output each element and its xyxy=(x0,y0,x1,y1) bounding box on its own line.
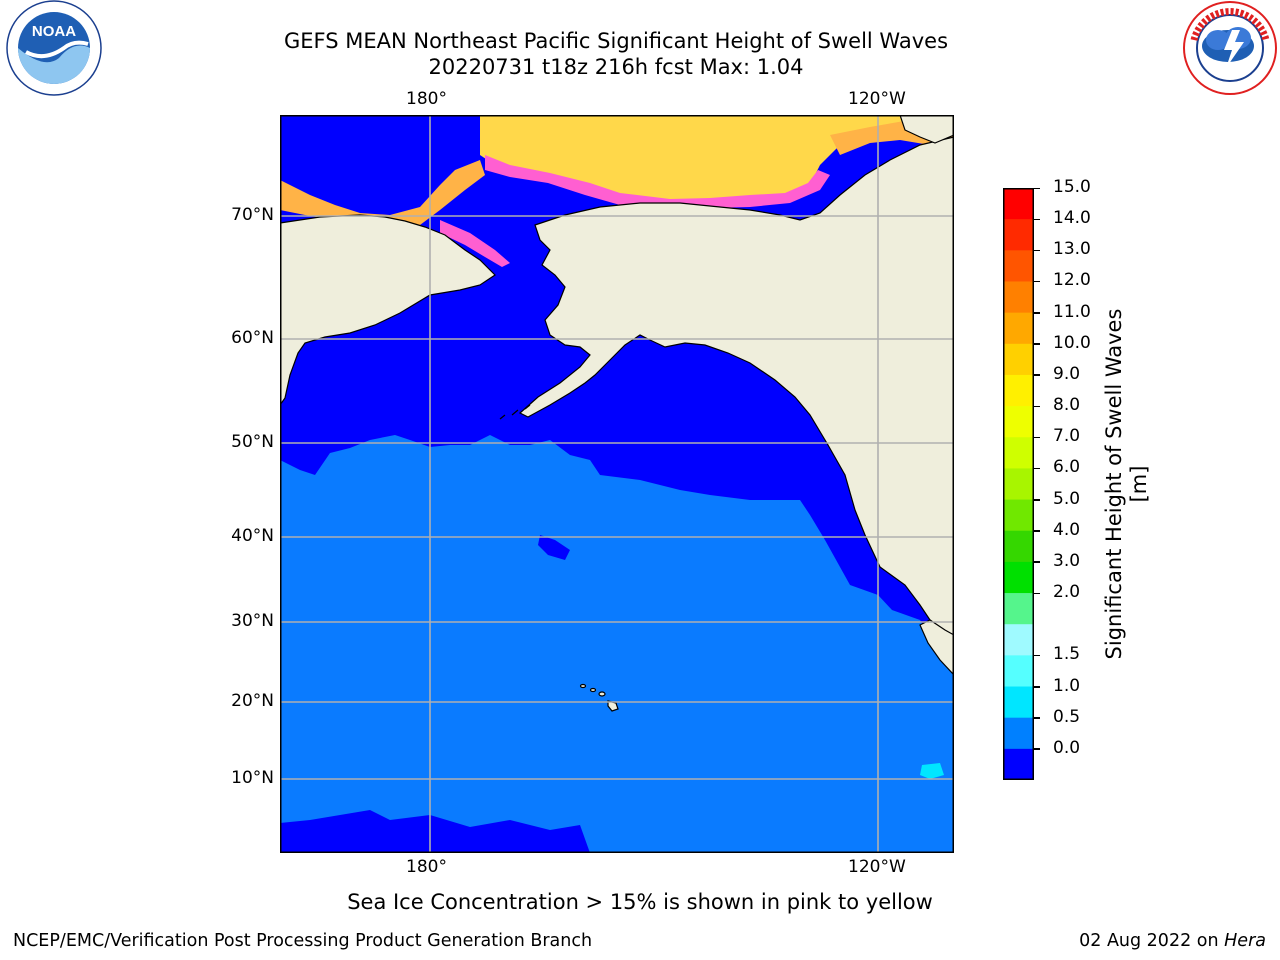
ocean-low-swell-patch xyxy=(538,535,570,560)
colorbar-segment xyxy=(1003,748,1034,780)
lat-label-20n: 20°N xyxy=(231,691,274,711)
colorbar-tick-label: 0.5 xyxy=(1053,706,1081,727)
colorbar-tick-mark xyxy=(1034,374,1040,376)
sea-ice-chukotka-coast xyxy=(440,220,510,267)
colorbar-tick-mark xyxy=(1034,654,1040,657)
colorbar xyxy=(1003,188,1034,780)
map-graticule xyxy=(280,115,954,853)
colorbar-segment xyxy=(1003,437,1034,469)
colorbar-tick-mark xyxy=(1034,561,1040,563)
colorbar-segment xyxy=(1003,530,1034,563)
colorbar-tick-label: 2.0 xyxy=(1053,582,1081,603)
colorbar-tick-label: 14.0 xyxy=(1053,208,1091,229)
colorbar-tick-mark xyxy=(1034,280,1040,283)
colorbar-tick-mark xyxy=(1034,686,1040,688)
colorbar-segment xyxy=(1003,281,1034,314)
noaa-logo: NOAA xyxy=(6,0,102,96)
colorbar-tick-mark xyxy=(1034,592,1040,595)
colorbar-segment xyxy=(1003,312,1034,345)
ocean-high-swell-patch xyxy=(920,763,944,779)
colorbar-tick-label: 1.5 xyxy=(1053,644,1081,665)
lat-label-70n: 70°N xyxy=(231,205,274,225)
map-panel xyxy=(280,115,954,853)
colorbar-tick-mark xyxy=(1034,530,1040,532)
chart-title: GEFS MEAN Northeast Pacific Significant … xyxy=(283,29,949,53)
lat-label-10n: 10°N xyxy=(231,768,274,788)
colorbar-tick-label: 5.0 xyxy=(1053,488,1081,509)
colorbar-segment xyxy=(1003,686,1034,719)
noaa-logo-text: NOAA xyxy=(32,23,76,40)
lat-label-40n: 40°N xyxy=(231,526,274,546)
lon-label-bottom-120w: 120°W xyxy=(848,857,906,877)
ocean-low-swell-south xyxy=(280,810,590,853)
colorbar-tick-label: 15.0 xyxy=(1053,177,1091,197)
colorbar-tick-mark xyxy=(1034,312,1040,314)
colorbar-segment xyxy=(1003,343,1034,376)
colorbar-segment xyxy=(1003,655,1034,688)
map-frame xyxy=(280,115,954,853)
colorbar-segment xyxy=(1003,717,1034,750)
colorbar-tick-label: 11.0 xyxy=(1053,301,1091,322)
colorbar-label: Significant Height of Swell Waves [m] xyxy=(1102,308,1151,660)
colorbar-tick-label: 6.0 xyxy=(1053,457,1081,478)
colorbar-tick-label: 3.0 xyxy=(1053,550,1081,571)
colorbar-tick-mark xyxy=(1034,748,1040,750)
colorbar-segment xyxy=(1003,468,1034,501)
colorbar-segment xyxy=(1003,593,1034,625)
colorbar-tick-mark xyxy=(1034,717,1040,719)
land-arctic-islands xyxy=(899,115,954,144)
footer-date: 02 Aug 2022 on xyxy=(1079,931,1225,951)
chart-subtitle: 20220731 t18z 216h fcst Max: 1.04 xyxy=(428,55,804,79)
lat-label-60n: 60°N xyxy=(231,328,274,348)
colorbar-tick-mark xyxy=(1034,249,1040,252)
colorbar-frame xyxy=(1003,188,1034,780)
colorbar-tick-label: 10.0 xyxy=(1053,332,1091,353)
colorbar-tick-mark xyxy=(1034,218,1040,221)
footer-right: 02 Aug 2022 on Hera xyxy=(1079,931,1266,951)
colorbar-tick-label: 12.0 xyxy=(1053,270,1091,291)
land-hawaii xyxy=(579,683,619,712)
sea-ice-caption: Sea Ice Concentration > 15% is shown in … xyxy=(347,890,933,914)
colorbar-tick-mark xyxy=(1034,343,1040,345)
colorbar-tick-mark xyxy=(1034,436,1040,439)
colorbar-tick-label: 1.0 xyxy=(1053,675,1081,696)
colorbar-tick-label: 9.0 xyxy=(1053,363,1081,384)
land-siberia xyxy=(280,214,496,407)
land-north-america-south xyxy=(919,619,954,676)
lon-label-top-180: 180° xyxy=(406,89,447,109)
colorbar-tick-label: 8.0 xyxy=(1053,395,1081,416)
land-alaska xyxy=(518,136,954,651)
colorbar-segment xyxy=(1003,406,1034,438)
colorbar-tick-label: 4.0 xyxy=(1053,519,1081,540)
colorbar-segment xyxy=(1003,561,1034,594)
colorbar-tick-label: 13.0 xyxy=(1053,239,1091,260)
colorbar-segment xyxy=(1003,219,1034,251)
colorbar-segment xyxy=(1003,188,1034,220)
colorbar-segment xyxy=(1003,250,1034,282)
land-aleutians xyxy=(499,404,531,420)
nws-logo xyxy=(1183,1,1277,95)
footer-host: Hera xyxy=(1224,931,1266,951)
colorbar-tick-mark xyxy=(1034,467,1040,470)
colorbar-tick-mark xyxy=(1034,187,1040,189)
footer-left: NCEP/EMC/Verification Post Processing Pr… xyxy=(13,931,593,951)
colorbar-tick-label: 0.0 xyxy=(1053,737,1081,758)
colorbar-tick-mark xyxy=(1034,499,1040,501)
lat-label-50n: 50°N xyxy=(231,432,274,452)
lon-label-bottom-180: 180° xyxy=(406,857,447,877)
colorbar-tick-label: 7.0 xyxy=(1053,426,1081,447)
colorbar-tick-mark xyxy=(1034,405,1040,408)
lon-label-top-120w: 120°W xyxy=(848,89,906,109)
lat-label-30n: 30°N xyxy=(231,611,274,631)
ocean-low-swell-patch xyxy=(320,425,340,445)
colorbar-label-wrap: Significant Height of Swell Waves [m] xyxy=(1097,188,1157,780)
sea-ice-arctic-edge xyxy=(485,155,830,209)
colorbar-segment xyxy=(1003,624,1034,656)
colorbar-segment xyxy=(1003,499,1034,532)
colorbar-segment xyxy=(1003,374,1034,407)
sea-ice-siberia xyxy=(280,160,485,230)
